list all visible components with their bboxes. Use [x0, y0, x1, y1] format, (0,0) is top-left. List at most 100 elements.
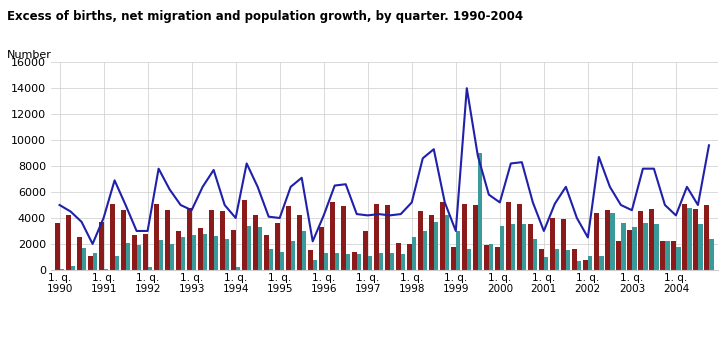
- Bar: [687, 208, 692, 270]
- Bar: [330, 202, 335, 270]
- Bar: [198, 228, 203, 270]
- Bar: [610, 213, 615, 270]
- Bar: [59, 268, 65, 270]
- Bar: [577, 261, 581, 270]
- Bar: [401, 254, 405, 270]
- Bar: [660, 242, 665, 270]
- Bar: [214, 236, 218, 270]
- Bar: [378, 253, 384, 270]
- Bar: [484, 245, 489, 270]
- Bar: [704, 205, 709, 270]
- Bar: [627, 230, 632, 270]
- Bar: [588, 256, 592, 270]
- Bar: [654, 225, 658, 270]
- Bar: [693, 209, 698, 270]
- Bar: [191, 235, 196, 270]
- Bar: [440, 202, 444, 270]
- Bar: [170, 244, 174, 270]
- Bar: [385, 205, 390, 270]
- Bar: [125, 243, 130, 270]
- Bar: [429, 215, 434, 270]
- Bar: [264, 235, 269, 270]
- Bar: [209, 210, 214, 270]
- Bar: [676, 246, 681, 270]
- Bar: [412, 237, 416, 270]
- Bar: [136, 245, 141, 270]
- Bar: [456, 231, 460, 270]
- Bar: [555, 249, 560, 270]
- Bar: [253, 215, 257, 270]
- Bar: [462, 204, 467, 270]
- Bar: [257, 227, 262, 270]
- Bar: [444, 215, 450, 270]
- Bar: [638, 211, 643, 270]
- Bar: [269, 249, 273, 270]
- Bar: [423, 231, 428, 270]
- Bar: [357, 254, 361, 270]
- Bar: [110, 204, 115, 270]
- Bar: [176, 231, 181, 270]
- Bar: [467, 249, 471, 270]
- Bar: [346, 254, 350, 270]
- Bar: [374, 204, 378, 270]
- Bar: [709, 239, 713, 270]
- Bar: [302, 231, 307, 270]
- Bar: [407, 244, 412, 270]
- Bar: [242, 200, 246, 270]
- Bar: [115, 256, 119, 270]
- Bar: [489, 244, 494, 270]
- Bar: [390, 253, 394, 270]
- Bar: [352, 252, 357, 270]
- Bar: [533, 239, 537, 270]
- Bar: [225, 239, 229, 270]
- Bar: [511, 225, 515, 270]
- Bar: [203, 234, 207, 270]
- Bar: [478, 153, 482, 270]
- Bar: [506, 202, 511, 270]
- Bar: [159, 240, 163, 270]
- Bar: [599, 256, 603, 270]
- Bar: [473, 205, 478, 270]
- Bar: [70, 266, 75, 270]
- Bar: [616, 242, 621, 270]
- Bar: [55, 223, 59, 270]
- Text: Excess of births, net migration and population growth, by quarter. 1990-2004: Excess of births, net migration and popu…: [7, 10, 523, 24]
- Bar: [529, 225, 533, 270]
- Bar: [148, 267, 152, 270]
- Bar: [88, 256, 93, 270]
- Bar: [236, 267, 240, 270]
- Bar: [291, 242, 295, 270]
- Bar: [319, 227, 324, 270]
- Bar: [682, 204, 687, 270]
- Bar: [286, 206, 291, 270]
- Bar: [104, 268, 108, 270]
- Bar: [517, 204, 522, 270]
- Bar: [451, 246, 456, 270]
- Bar: [181, 237, 186, 270]
- Bar: [550, 218, 555, 270]
- Bar: [308, 251, 312, 270]
- Bar: [341, 206, 346, 270]
- Bar: [154, 204, 159, 270]
- Bar: [77, 237, 82, 270]
- Bar: [297, 215, 302, 270]
- Bar: [665, 242, 670, 270]
- Bar: [82, 248, 86, 270]
- Bar: [280, 252, 284, 270]
- Bar: [187, 208, 191, 270]
- Bar: [312, 260, 318, 270]
- Bar: [495, 246, 500, 270]
- Bar: [434, 222, 439, 270]
- Bar: [594, 213, 599, 270]
- Bar: [66, 215, 70, 270]
- Bar: [418, 211, 423, 270]
- Bar: [621, 223, 626, 270]
- Bar: [231, 230, 236, 270]
- Bar: [247, 226, 252, 270]
- Bar: [544, 257, 549, 270]
- Bar: [99, 222, 104, 270]
- Bar: [132, 235, 136, 270]
- Bar: [143, 234, 148, 270]
- Bar: [396, 243, 401, 270]
- Bar: [165, 210, 170, 270]
